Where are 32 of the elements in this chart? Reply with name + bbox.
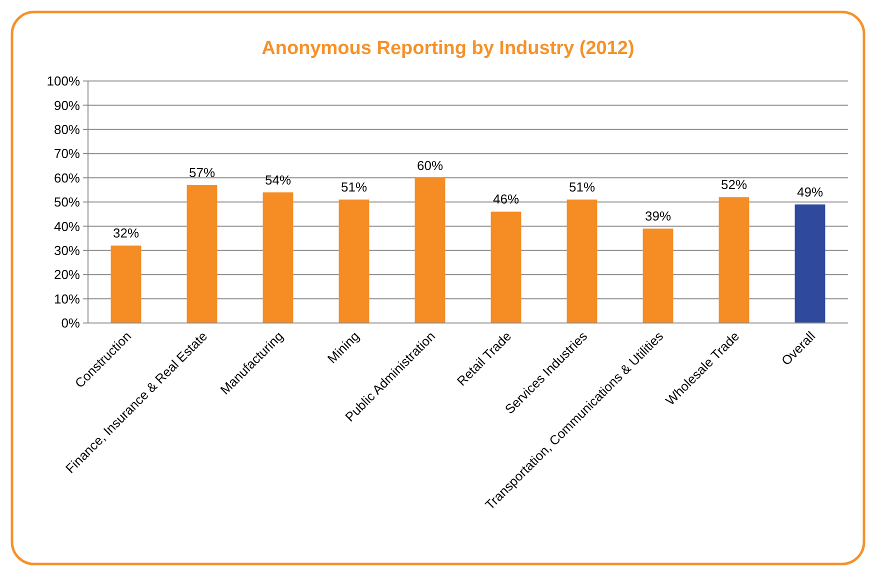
chart-title: Anonymous Reporting by Industry (2012)	[262, 38, 634, 59]
y-tick-label: 70%	[54, 146, 80, 162]
bar	[262, 192, 294, 323]
y-tick-label: 40%	[54, 218, 80, 234]
y-tick-label: 80%	[54, 122, 80, 137]
y-tick-label: 10%	[54, 291, 80, 306]
bar	[414, 178, 446, 323]
y-tick-label: 20%	[54, 267, 80, 282]
y-tick-label: 100%	[46, 74, 80, 89]
bar	[338, 200, 370, 323]
bar	[490, 212, 522, 323]
data-label: 51%	[568, 180, 596, 195]
bar	[110, 246, 142, 323]
data-label: 46%	[492, 192, 520, 207]
bar	[566, 200, 598, 323]
bar	[794, 204, 826, 323]
data-label: 57%	[188, 165, 216, 180]
bar	[718, 197, 750, 323]
data-label: 32%	[112, 226, 140, 241]
data-label: 51%	[340, 180, 368, 195]
y-tick-label: 90%	[54, 98, 80, 113]
data-label: 39%	[644, 208, 672, 224]
data-label: 52%	[720, 177, 748, 192]
y-tick-label: 50%	[54, 194, 80, 210]
y-tick-label: 0%	[61, 316, 80, 331]
bar	[642, 228, 674, 323]
y-tick-label: 60%	[54, 170, 80, 186]
data-label: 54%	[264, 172, 292, 188]
bar	[186, 185, 218, 323]
y-tick-label: 30%	[54, 242, 80, 258]
data-label: 49%	[796, 184, 824, 200]
data-label: 60%	[416, 158, 444, 173]
